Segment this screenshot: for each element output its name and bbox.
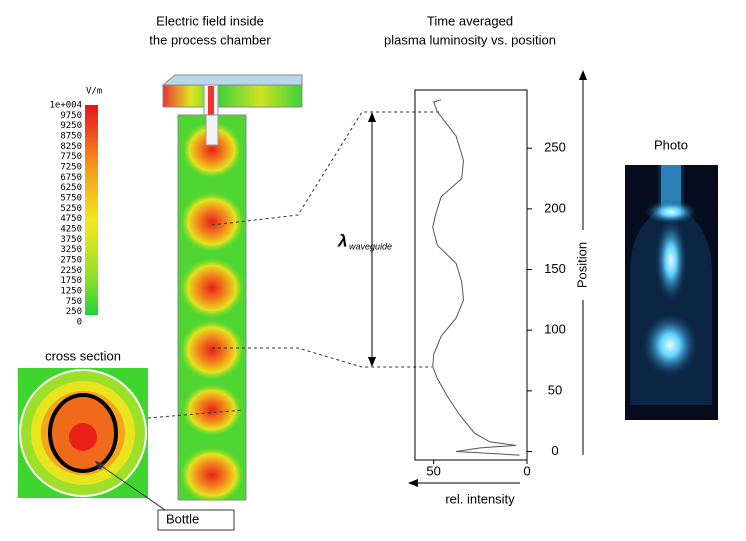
bottle-label: Bottle xyxy=(166,511,199,526)
colorbar-label: 2750 xyxy=(60,256,82,266)
colorbar-label: 7250 xyxy=(60,163,82,173)
cross-section xyxy=(18,368,148,498)
y-tick-label: 150 xyxy=(544,261,566,276)
x-tick-label: 50 xyxy=(426,463,440,478)
colorbar-label: 4750 xyxy=(60,214,82,224)
colorbar-label: 6750 xyxy=(60,173,82,183)
y-tick-label: 50 xyxy=(548,382,562,397)
photo xyxy=(625,165,718,420)
colorbar-label: 4250 xyxy=(60,225,82,235)
colorbar-unit: V/m xyxy=(86,87,102,97)
colorbar-label: 3750 xyxy=(60,235,82,245)
colorbar-label: 1e+004 xyxy=(49,101,82,111)
connector xyxy=(211,111,440,226)
arrow-head xyxy=(408,479,418,487)
chart-title: plasma luminosity vs. position xyxy=(384,32,556,47)
colorbar-label: 1250 xyxy=(60,287,82,297)
colorbar-label: 7750 xyxy=(60,152,82,162)
arrow-head xyxy=(579,70,587,80)
cross-section-label: cross section xyxy=(45,348,121,363)
x-tick-label: 0 xyxy=(523,463,530,478)
plot-frame xyxy=(414,89,528,461)
lambda-subscript: waveguide xyxy=(349,241,392,251)
luminosity-line xyxy=(432,99,520,456)
colorbar-label: 6250 xyxy=(60,183,82,193)
arrow-head xyxy=(95,461,105,470)
photo-label: Photo xyxy=(654,137,688,152)
lambda-symbol: λ xyxy=(337,231,347,250)
field-simulation xyxy=(161,74,303,503)
colorbar-label: 9750 xyxy=(60,111,82,121)
colorbar-label: 1750 xyxy=(60,276,82,286)
colorbar-label: 8250 xyxy=(60,142,82,152)
colorbar-label: 5250 xyxy=(60,204,82,214)
colorbar-label: 5750 xyxy=(60,194,82,204)
colorbar-label: 8750 xyxy=(60,132,82,142)
connector xyxy=(147,409,244,419)
x-axis-label: rel. intensity xyxy=(445,491,515,506)
y-tick-label: 0 xyxy=(551,443,558,458)
field-title: Electric field inside xyxy=(156,13,264,28)
colorbar-label: 3250 xyxy=(60,245,82,255)
bottle-box xyxy=(157,509,235,531)
colorbar-label: 250 xyxy=(66,307,82,317)
y-tick-label: 200 xyxy=(544,200,566,215)
y-tick-label: 100 xyxy=(544,322,566,337)
colorbar-label: 0 xyxy=(77,318,82,328)
field-title: the process chamber xyxy=(149,32,271,47)
connector xyxy=(212,347,432,368)
arrow-head xyxy=(368,357,376,367)
bottle-pointer xyxy=(96,462,166,511)
colorbar-label: 2250 xyxy=(60,266,82,276)
chart-title: Time averaged xyxy=(427,13,513,28)
colorbar-label: 9250 xyxy=(60,121,82,131)
y-tick-label: 250 xyxy=(544,140,566,155)
colorbar xyxy=(85,105,98,315)
colorbar-label: 750 xyxy=(66,297,82,307)
arrow-head xyxy=(368,112,376,122)
y-axis-label: Position xyxy=(574,242,589,288)
